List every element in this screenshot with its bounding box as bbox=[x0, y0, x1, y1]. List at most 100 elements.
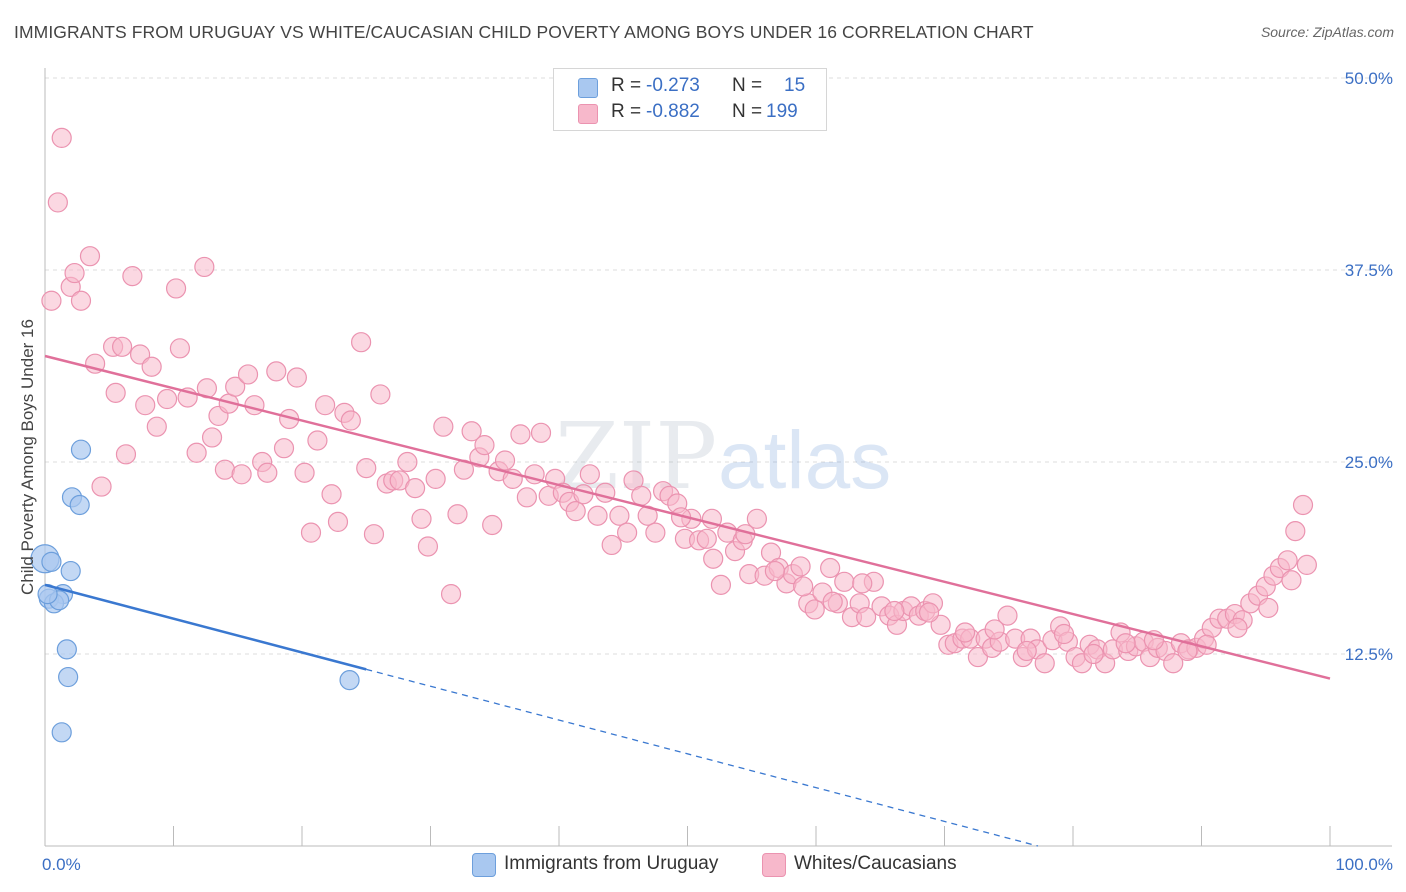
point-whites bbox=[516, 487, 537, 508]
point-whites bbox=[79, 246, 101, 267]
trend-line-uruguay-extension bbox=[366, 668, 1039, 847]
point-whites bbox=[47, 192, 68, 213]
n-label: N = bbox=[732, 101, 763, 122]
point-whites bbox=[696, 528, 717, 549]
chart-title: IMMIGRANTS FROM URUGUAY VS WHITE/CAUCASI… bbox=[14, 22, 1034, 42]
point-whites bbox=[41, 290, 62, 311]
x-tick-label-max: 100.0% bbox=[1335, 855, 1393, 874]
point-whites bbox=[617, 522, 638, 543]
point-whites bbox=[1034, 653, 1055, 674]
point-whites bbox=[340, 410, 361, 431]
point-whites bbox=[954, 622, 976, 643]
point-whites bbox=[1177, 640, 1198, 662]
point-whites bbox=[64, 262, 85, 284]
point-whites bbox=[1277, 550, 1298, 571]
point-whites bbox=[300, 522, 322, 543]
point-uruguay bbox=[56, 639, 77, 660]
series-whites-points bbox=[41, 127, 1317, 674]
point-whites bbox=[433, 416, 454, 437]
point-whites bbox=[822, 591, 843, 612]
point-whites bbox=[273, 438, 295, 459]
stats-row-uruguay: R = -0.273 N = 15 bbox=[554, 75, 826, 101]
point-whites bbox=[587, 505, 608, 526]
point-whites bbox=[115, 444, 137, 465]
point-whites bbox=[474, 435, 495, 456]
y-tick-label: 12.5% bbox=[1345, 645, 1393, 664]
point-whites bbox=[1285, 521, 1306, 542]
stats-row-whites: R = -0.882 N = 199 bbox=[554, 101, 826, 127]
point-whites bbox=[356, 458, 377, 479]
point-whites bbox=[764, 560, 785, 582]
point-whites bbox=[601, 534, 622, 556]
point-whites bbox=[820, 557, 841, 579]
point-whites bbox=[70, 290, 92, 311]
stats-swatch-uruguay bbox=[578, 78, 598, 98]
point-uruguay bbox=[69, 494, 90, 516]
point-whites bbox=[156, 388, 178, 410]
y-axis-label: Child Poverty Among Boys Under 16 bbox=[18, 319, 37, 595]
r-label: R = bbox=[611, 101, 642, 122]
stats-box: R = -0.273 N = 15 R = -0.882 N = 199 bbox=[553, 68, 827, 131]
point-whites bbox=[645, 522, 666, 543]
point-whites bbox=[315, 395, 336, 416]
point-whites bbox=[1281, 570, 1302, 591]
n-value: 15 bbox=[784, 75, 806, 96]
legend-label-uruguay: Immigrants from Uruguay bbox=[504, 853, 719, 874]
y-tick-labels: 12.5% 25.0% 37.5% 50.0% bbox=[1345, 69, 1393, 664]
point-whites bbox=[1016, 640, 1037, 662]
point-whites bbox=[294, 462, 315, 483]
point-uruguay bbox=[51, 722, 72, 743]
point-whites bbox=[609, 505, 630, 526]
point-uruguay bbox=[70, 439, 92, 460]
point-whites bbox=[530, 422, 552, 443]
r-label: R = bbox=[611, 75, 642, 96]
point-whites bbox=[856, 607, 877, 628]
point-whites bbox=[1292, 494, 1314, 516]
stats-swatch-whites bbox=[578, 104, 598, 124]
point-whites bbox=[967, 646, 989, 668]
y-tick-label: 50.0% bbox=[1345, 69, 1393, 88]
point-whites bbox=[237, 364, 259, 385]
point-whites bbox=[461, 421, 482, 442]
n-value: 199 bbox=[766, 101, 798, 122]
point-whites bbox=[494, 450, 516, 471]
point-whites bbox=[363, 524, 385, 545]
point-whites bbox=[746, 508, 767, 529]
point-whites bbox=[1053, 623, 1075, 645]
point-whites bbox=[257, 462, 278, 483]
trend-line-uruguay bbox=[44, 583, 367, 671]
legend: Immigrants from Uruguay Whites/Caucasian… bbox=[0, 852, 1406, 878]
point-whites bbox=[165, 278, 187, 299]
point-whites bbox=[135, 395, 156, 416]
y-tick-label: 37.5% bbox=[1345, 261, 1393, 280]
point-whites bbox=[417, 536, 439, 557]
point-whites bbox=[397, 451, 418, 473]
legend-swatch-uruguay bbox=[472, 853, 496, 877]
point-whites bbox=[631, 485, 652, 506]
point-whites bbox=[997, 605, 1018, 626]
point-whites bbox=[286, 367, 307, 388]
point-uruguay bbox=[339, 670, 360, 691]
trend-lines bbox=[44, 354, 1331, 847]
point-whites bbox=[793, 576, 814, 597]
point-whites bbox=[404, 478, 426, 499]
point-whites bbox=[1258, 597, 1279, 619]
point-whites bbox=[918, 602, 940, 623]
point-whites bbox=[447, 504, 468, 525]
point-whites bbox=[1227, 617, 1248, 638]
point-whites bbox=[425, 468, 446, 489]
point-whites bbox=[266, 361, 287, 382]
point-whites bbox=[510, 424, 531, 445]
point-whites bbox=[482, 514, 503, 536]
point-whites bbox=[194, 256, 215, 278]
point-whites bbox=[790, 556, 811, 577]
r-value: -0.273 bbox=[646, 75, 700, 96]
point-whites bbox=[111, 336, 133, 357]
point-whites bbox=[225, 376, 246, 397]
n-label: N = bbox=[732, 75, 763, 96]
point-whites bbox=[321, 484, 342, 505]
point-whites bbox=[370, 384, 391, 405]
point-whites bbox=[440, 583, 462, 605]
point-uruguay bbox=[41, 551, 62, 572]
